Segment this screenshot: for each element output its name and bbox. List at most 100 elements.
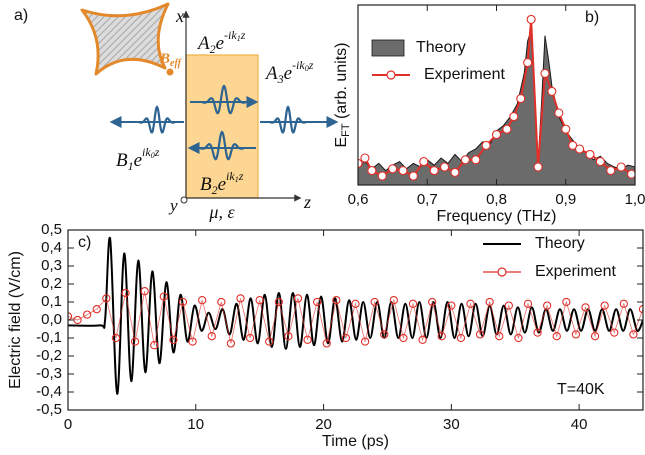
point bbox=[575, 144, 585, 154]
plot-area bbox=[358, 14, 635, 185]
point bbox=[585, 149, 595, 159]
point bbox=[526, 14, 536, 24]
point bbox=[111, 333, 121, 343]
x-tick-label: 40 bbox=[571, 416, 588, 433]
legend-label: Theory bbox=[535, 235, 585, 252]
point bbox=[236, 294, 245, 303]
field-dot bbox=[166, 68, 174, 76]
point bbox=[481, 140, 491, 150]
legend-marker bbox=[386, 70, 396, 80]
wave-packet bbox=[201, 84, 247, 115]
amplitude-index: 2 bbox=[210, 42, 216, 56]
exp-base: e bbox=[218, 174, 226, 195]
chart-panel: 0,6 0,7 0,8 0,9 1,0 Frequency (THz) EFT (arb. … bbox=[333, 4, 645, 225]
point bbox=[399, 333, 408, 343]
point bbox=[130, 337, 140, 346]
y-tick-label: -0,5 bbox=[36, 401, 62, 418]
point bbox=[471, 155, 481, 165]
y-tick-label: -0,1 bbox=[36, 329, 62, 346]
point bbox=[102, 294, 111, 303]
axis-x-label: x bbox=[175, 6, 184, 26]
field-label: Beff bbox=[159, 51, 183, 69]
line bbox=[68, 291, 643, 346]
exp-power-index: 1 bbox=[235, 175, 239, 184]
point bbox=[140, 287, 149, 296]
x-tick-label: 30 bbox=[443, 416, 460, 433]
exp-power-index: 1 bbox=[237, 34, 241, 43]
point bbox=[419, 157, 429, 167]
exp-power: -ik bbox=[224, 28, 237, 42]
point bbox=[92, 305, 101, 314]
y-tick-label: 0,4 bbox=[41, 239, 62, 256]
field-sub: eff bbox=[170, 58, 183, 69]
point bbox=[169, 335, 178, 344]
chart-panel: 0 10 20 30 40-0,5-0,4-0,3-0,2-0,10,00,10,20,… bbox=[7, 221, 644, 450]
point bbox=[606, 166, 616, 176]
point bbox=[568, 140, 578, 150]
point bbox=[198, 296, 207, 305]
y-tick-label: 0,2 bbox=[41, 275, 62, 292]
wave-label: A3e-ik0z bbox=[264, 58, 314, 86]
point bbox=[590, 332, 600, 341]
point bbox=[571, 330, 581, 339]
point bbox=[456, 333, 466, 343]
point bbox=[516, 94, 526, 104]
point bbox=[450, 167, 460, 177]
y-tick-label: 0,3 bbox=[41, 257, 62, 274]
line bbox=[68, 236, 643, 395]
exp-power: ik bbox=[142, 145, 151, 159]
point bbox=[629, 330, 638, 339]
point bbox=[504, 301, 513, 310]
point bbox=[581, 303, 590, 312]
exp-power: -ik bbox=[292, 58, 305, 72]
legend-swatch bbox=[371, 39, 405, 57]
point bbox=[217, 297, 226, 307]
point bbox=[466, 299, 475, 308]
point bbox=[514, 333, 523, 343]
point bbox=[440, 162, 450, 172]
legend-label: Experiment bbox=[535, 263, 616, 280]
point bbox=[554, 108, 564, 118]
point bbox=[367, 166, 377, 176]
field-letter: B bbox=[159, 51, 170, 67]
point bbox=[370, 297, 379, 307]
point bbox=[491, 130, 502, 140]
panel-label: a) bbox=[14, 7, 28, 24]
exp-power-index: 0 bbox=[305, 64, 309, 73]
point bbox=[360, 153, 370, 163]
y-axis-label: EFT (arb. units) bbox=[333, 42, 352, 147]
y-tick-label: -0,4 bbox=[36, 383, 62, 400]
diagram-panel: a) xzy μ, εBeffA2e-ik1zA3e-ik0zB1eik0zB2ei… bbox=[14, 2, 339, 222]
point bbox=[284, 332, 293, 341]
point bbox=[533, 328, 542, 337]
wave-packet bbox=[269, 105, 307, 134]
exp-power-tail: z bbox=[238, 169, 244, 183]
point bbox=[533, 162, 543, 172]
panel-label: b) bbox=[585, 9, 599, 26]
panel-label: c) bbox=[78, 234, 91, 251]
x-tick-label: 20 bbox=[315, 416, 332, 433]
exp-power-tail: z bbox=[308, 58, 314, 72]
wave-packet bbox=[138, 105, 176, 134]
point bbox=[207, 332, 216, 341]
legend-marker bbox=[497, 267, 507, 277]
annotation: T=40K bbox=[557, 381, 605, 398]
exp-power-tail: z bbox=[240, 28, 246, 42]
exp-power-index: 0 bbox=[151, 151, 155, 160]
wave-label: A2e-ik1z bbox=[196, 28, 246, 56]
point bbox=[408, 299, 418, 308]
point bbox=[380, 330, 389, 339]
axis-y-label: y bbox=[168, 196, 178, 215]
point bbox=[616, 162, 626, 172]
x-axis-label: Frequency (THz) bbox=[436, 208, 556, 225]
point bbox=[485, 297, 494, 307]
x-tick-label: 10 bbox=[187, 416, 204, 433]
y-tick-label: -0,2 bbox=[36, 347, 62, 364]
amplitude-index: 3 bbox=[277, 72, 284, 86]
point bbox=[610, 328, 619, 337]
x-tick-label: 0,7 bbox=[417, 191, 438, 208]
point bbox=[502, 124, 512, 134]
axis-y-marker bbox=[180, 196, 188, 204]
point bbox=[341, 333, 351, 343]
point bbox=[303, 335, 312, 344]
